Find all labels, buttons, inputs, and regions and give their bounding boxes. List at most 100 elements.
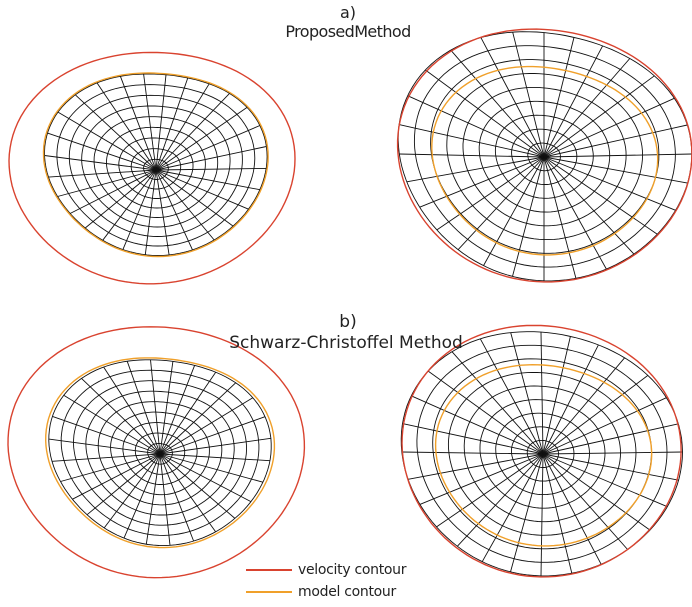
mesh-spoke [48, 169, 157, 178]
mesh-spoke [419, 453, 544, 505]
panel-a-letter: a) [339, 3, 357, 22]
mesh-spoke [542, 336, 571, 455]
mesh-spoke [159, 416, 266, 455]
legend-velocity-label: velocity contour [298, 562, 407, 578]
mesh-spoke [411, 395, 544, 455]
mesh-spoke [406, 156, 545, 183]
mesh-spoke [540, 453, 544, 576]
mesh-spoke [155, 125, 261, 171]
velocity-contour [7, 326, 306, 579]
mesh-spoke [543, 156, 688, 184]
mesh-spoke [399, 153, 545, 158]
mesh-spoke [155, 169, 249, 210]
mesh-spoke [52, 415, 161, 455]
mesh-spoke [542, 423, 679, 455]
mesh-spoke [74, 94, 157, 171]
mesh-spoke [44, 155, 157, 171]
model-contour [431, 65, 659, 256]
mesh-spoke [48, 438, 161, 455]
velocity-contour [401, 324, 682, 578]
mesh-spoke [155, 169, 170, 255]
mesh-spoke [155, 167, 267, 171]
velocity-contour-swatch [246, 569, 292, 571]
mesh-spoke [103, 453, 161, 529]
mesh-spoke [451, 351, 544, 455]
mesh-spoke [84, 169, 157, 229]
mesh-spoke [96, 82, 157, 171]
mesh-spoke [144, 169, 157, 255]
mesh-panels [7, 28, 692, 579]
mesh-spoke [159, 397, 254, 455]
velocity-contour [8, 51, 296, 285]
panel-b-title: Schwarz-Christoffel Method [229, 333, 463, 353]
mesh-spoke [542, 453, 679, 481]
legend-item-model: model contour [246, 582, 396, 602]
mesh-spoke [155, 83, 210, 171]
mesh-spoke [155, 169, 234, 227]
mesh-spoke [542, 344, 599, 455]
mesh-spoke [510, 332, 544, 455]
mesh-spoke [155, 107, 248, 171]
mesh-spoke [543, 156, 635, 255]
mesh-spoke [481, 453, 544, 562]
mesh-spoke [63, 394, 161, 455]
mesh-spoke [436, 453, 544, 528]
mesh-spoke [483, 156, 545, 266]
mesh-ring [56, 84, 256, 247]
legend-model-label: model contour [298, 584, 396, 600]
mesh-spoke [543, 156, 658, 235]
mesh-spoke [510, 453, 544, 573]
mesh-spoke [401, 451, 544, 455]
mesh-spoke [543, 37, 575, 158]
mesh-spoke [60, 453, 161, 482]
mesh-spoke [159, 453, 252, 502]
mesh-spoke [102, 169, 157, 241]
mesh-spoke [542, 453, 628, 550]
mesh-spoke [143, 73, 157, 171]
mesh-spoke [155, 169, 193, 251]
mesh-spoke [480, 37, 545, 158]
mesh-spoke [408, 453, 544, 480]
mesh-spoke [456, 453, 544, 547]
mesh-spoke [47, 132, 157, 171]
velocity-contour [396, 28, 692, 283]
mesh-spoke [419, 156, 545, 208]
mesh-spoke [542, 397, 667, 455]
mesh-spoke [543, 124, 688, 158]
mesh-spoke [543, 97, 675, 158]
mesh-spoke [543, 153, 692, 158]
mesh-spoke [436, 156, 545, 231]
mesh-spoke [159, 453, 264, 483]
model-contour [434, 363, 653, 547]
mesh-spoke [155, 74, 167, 171]
mesh-spoke [543, 156, 676, 211]
mesh-spoke [126, 361, 161, 455]
mesh-spoke [159, 437, 271, 455]
mesh-spoke [155, 169, 215, 241]
mesh-spoke [542, 453, 668, 508]
mesh-spoke [402, 423, 544, 455]
mesh-spoke [159, 453, 270, 462]
mesh-spoke [543, 45, 603, 158]
mesh-spoke [542, 357, 625, 455]
mesh-spoke [51, 453, 161, 462]
mesh-spoke [72, 453, 161, 500]
mesh-spoke [159, 361, 174, 455]
mesh-spoke [57, 111, 157, 171]
mesh-spoke [103, 366, 161, 455]
mesh-spoke [543, 58, 631, 158]
mesh-spoke [155, 93, 230, 171]
mesh-spoke [542, 375, 649, 455]
mesh-spoke [542, 453, 573, 574]
panel-b-letter: b) [339, 312, 357, 332]
mesh-spoke [155, 169, 260, 191]
mesh-spoke [407, 95, 545, 158]
mesh-spoke [542, 453, 602, 565]
mesh-spoke [543, 156, 607, 270]
mesh-spoke [150, 359, 161, 455]
mesh-spoke [542, 453, 651, 531]
mesh-spoke [159, 371, 217, 455]
mesh-spoke [450, 49, 545, 158]
